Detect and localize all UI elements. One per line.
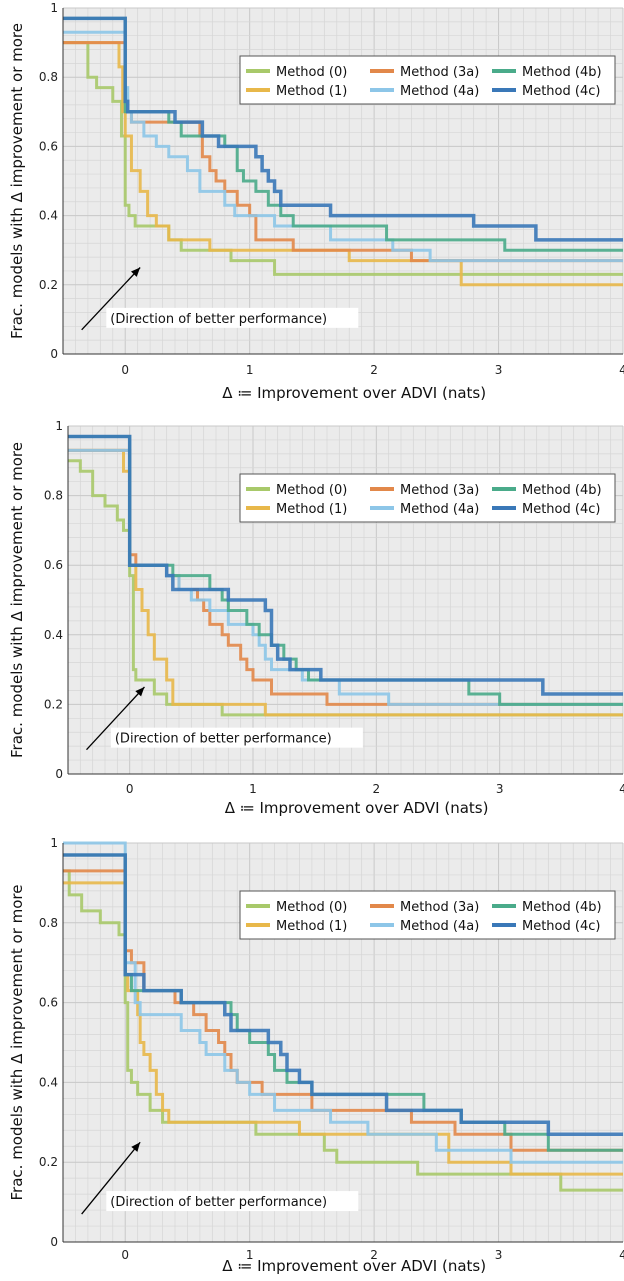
- x-tick-label: 3: [496, 782, 504, 796]
- x-tick-label: 0: [121, 363, 129, 377]
- legend-label: Method (3a): [400, 483, 479, 498]
- y-tick-label: 0.2: [39, 278, 58, 292]
- annotation-arrowhead: [131, 1142, 141, 1152]
- x-tick-label: 3: [495, 363, 503, 377]
- annotation-box: [106, 307, 359, 328]
- annotation-text: (Direction of better performance): [115, 732, 332, 747]
- x-tick-label: 0: [121, 1248, 129, 1262]
- legend-label: Method (4b): [522, 900, 602, 915]
- legend-label: Method (3a): [400, 900, 479, 915]
- y-tick-label: 0.8: [39, 916, 58, 930]
- y-tick-label: 0.6: [44, 558, 63, 572]
- series-line-method-0-: [63, 869, 623, 1192]
- annotation-text: (Direction of better performance): [110, 312, 327, 327]
- y-tick-label: 0.2: [39, 1155, 58, 1169]
- legend-label: Method (4a): [400, 502, 479, 517]
- x-tick-label: 2: [370, 363, 378, 377]
- legend-box: [239, 473, 616, 523]
- x-tick-label: 1: [246, 363, 254, 377]
- series-line-method-4b-: [63, 16, 623, 252]
- annotation-arrowhead: [131, 267, 141, 277]
- legend-label: Method (0): [276, 65, 347, 80]
- series-line-method-0-: [63, 41, 623, 276]
- legend-label: Method (3a): [400, 65, 479, 80]
- chart-top: 0 1 2 3 4 0 0.2 0.4 0.6 0.8 1 Δ ≔ Improvement over …: [8, 1, 624, 402]
- series-line-method-1-: [63, 41, 623, 287]
- legend-box: [239, 890, 616, 940]
- y-tick-label: 0.6: [39, 139, 58, 153]
- y-tick-label: 0.2: [44, 697, 63, 711]
- legend-label: Method (4a): [400, 84, 479, 99]
- y-tick-label: 0.4: [44, 628, 63, 642]
- y-tick-label: 0.6: [39, 996, 58, 1010]
- legend: Method (0) Method (3a) Method (4b) Method (…: [239, 55, 616, 105]
- chart-middle: 0 1 2 3 4 0 0.2 0.4 0.6 0.8 1 Δ ≔ Improvement over …: [8, 419, 624, 817]
- x-axis-label: Δ ≔ Improvement over ADVI (nats): [222, 384, 486, 402]
- y-tick-label: 1: [55, 419, 63, 433]
- x-axis-label: Δ ≔ Improvement over ADVI (nats): [225, 799, 489, 817]
- x-tick-label: 0: [126, 782, 134, 796]
- y-tick-label: 0.4: [39, 1075, 58, 1089]
- legend-label: Method (0): [276, 483, 347, 498]
- y-tick-label: 0: [50, 1235, 58, 1249]
- annotation-arrow: [81, 1141, 141, 1215]
- chart-bottom: 0 1 2 3 400.20.40.60.81Δ ≔ Improvement over …: [8, 836, 624, 1275]
- legend-label: Method (4a): [400, 919, 479, 934]
- legend-label: Method (4b): [522, 65, 602, 80]
- y-tick-label: 0.4: [39, 209, 58, 223]
- legend: Method (0) Method (3a) Method (4b) Method (…: [239, 890, 616, 940]
- annotation-arrow: [81, 267, 141, 331]
- legend-label: Method (4c): [522, 919, 600, 934]
- series-group: [63, 841, 623, 1192]
- y-axis-label: Frac. models with Δ improvement or more: [8, 23, 26, 339]
- annotation-box: [106, 1191, 359, 1212]
- y-tick-label: 0: [55, 767, 63, 781]
- x-axis-label: Δ ≔ Improvement over ADVI (nats): [222, 1257, 486, 1275]
- x-tick-label: 1: [246, 1248, 254, 1262]
- y-axis-label: Frac. models with Δ improvement or more: [8, 442, 26, 758]
- annotation-box: [110, 727, 363, 748]
- x-tick-label: 3: [495, 1248, 503, 1262]
- y-tick-label: 0.8: [44, 489, 63, 503]
- annotation-arrowhead: [135, 687, 145, 697]
- annotation-text: (Direction of better performance): [110, 1195, 327, 1210]
- series-line-method-4c-: [63, 16, 623, 242]
- legend-label: Method (4c): [522, 84, 600, 99]
- x-tick-label: 4: [619, 363, 624, 377]
- legend: Method (0) Method (3a) Method (4b) Method (…: [239, 473, 616, 523]
- series-group: [68, 434, 623, 717]
- y-tick-label: 0: [50, 347, 58, 361]
- legend-label: Method (4c): [522, 502, 600, 517]
- x-tick-label: 2: [373, 782, 381, 796]
- y-tick-label: 1: [50, 836, 58, 850]
- series-line-method-4c-: [68, 434, 623, 696]
- y-tick-label: 1: [50, 1, 58, 15]
- legend-label: Method (0): [276, 900, 347, 915]
- y-axis-label: Frac. models with Δ improvement or more: [8, 885, 26, 1201]
- legend-label: Method (1): [276, 919, 347, 934]
- legend-box: [239, 55, 616, 105]
- legend-label: Method (4b): [522, 483, 602, 498]
- x-tick-label: 2: [370, 1248, 378, 1262]
- legend-label: Method (1): [276, 84, 347, 99]
- legend-label: Method (1): [276, 502, 347, 517]
- x-tick-label: 4: [619, 1248, 624, 1262]
- x-tick-label: 1: [249, 782, 257, 796]
- annotation-arrow: [86, 686, 145, 751]
- x-tick-label: 4: [619, 782, 624, 796]
- series-group: [63, 16, 623, 287]
- y-tick-label: 0.8: [39, 70, 58, 84]
- series-line-method-4a-: [63, 841, 623, 1164]
- series-line-method-4c-: [63, 853, 623, 1137]
